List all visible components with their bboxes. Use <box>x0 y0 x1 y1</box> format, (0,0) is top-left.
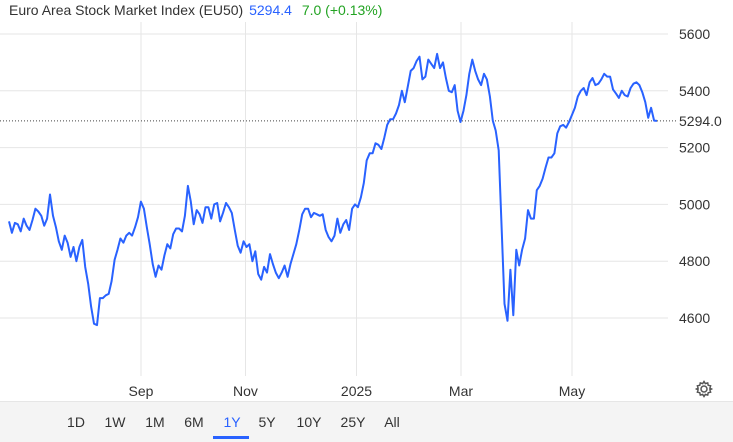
y-tick-label: 4800 <box>679 253 710 269</box>
price-chart[interactable]: 4600 4800 5000 5200 5400 5600 Sep Nov 2025 Mar May… <box>0 0 733 400</box>
timeframe-1d-button[interactable]: 1D <box>67 414 85 430</box>
y-tick-label: 5400 <box>679 83 710 99</box>
chart-title: Euro Area Stock Market Index (EU50) <box>9 2 244 18</box>
x-tick-label: Sep <box>129 383 154 399</box>
last-value-label-bg <box>676 110 726 131</box>
y-tick-label: 5600 <box>679 26 710 42</box>
chart-header: Euro Area Stock Market Index (EU50) 5294… <box>9 2 382 18</box>
gear-icon[interactable] <box>694 379 714 399</box>
timeframe-25y-button[interactable]: 25Y <box>340 414 366 430</box>
active-timeframe-indicator <box>213 436 249 439</box>
timeframe-10y-button[interactable]: 10Y <box>296 414 322 430</box>
price-change: 7.0 (+0.13%) <box>301 2 383 18</box>
y-tick-label: 4600 <box>679 310 710 326</box>
y-tick-label: 5000 <box>679 196 710 212</box>
timeframe-1w-button[interactable]: 1W <box>104 414 126 430</box>
timeframe-1y-button[interactable]: 1Y <box>223 414 241 430</box>
x-tick-label: Nov <box>233 383 258 399</box>
x-tick-label: 2025 <box>341 383 372 399</box>
timeframe-5y-button[interactable]: 5Y <box>258 414 276 430</box>
x-tick-label: Mar <box>449 383 473 399</box>
x-tick-label: May <box>559 383 585 399</box>
timeframe-6m-button[interactable]: 6M <box>184 414 204 430</box>
timeframe-1m-button[interactable]: 1M <box>145 414 165 430</box>
y-tick-label: 5200 <box>679 140 710 156</box>
last-value-label: 5294.0 <box>679 113 722 129</box>
current-price: 5294.4 <box>249 2 292 18</box>
timeframe-all-button[interactable]: All <box>384 414 400 430</box>
price-line <box>8 52 658 327</box>
timeframe-bar: 1D 1W 1M 6M 1Y 5Y 10Y 25Y All <box>0 401 733 442</box>
